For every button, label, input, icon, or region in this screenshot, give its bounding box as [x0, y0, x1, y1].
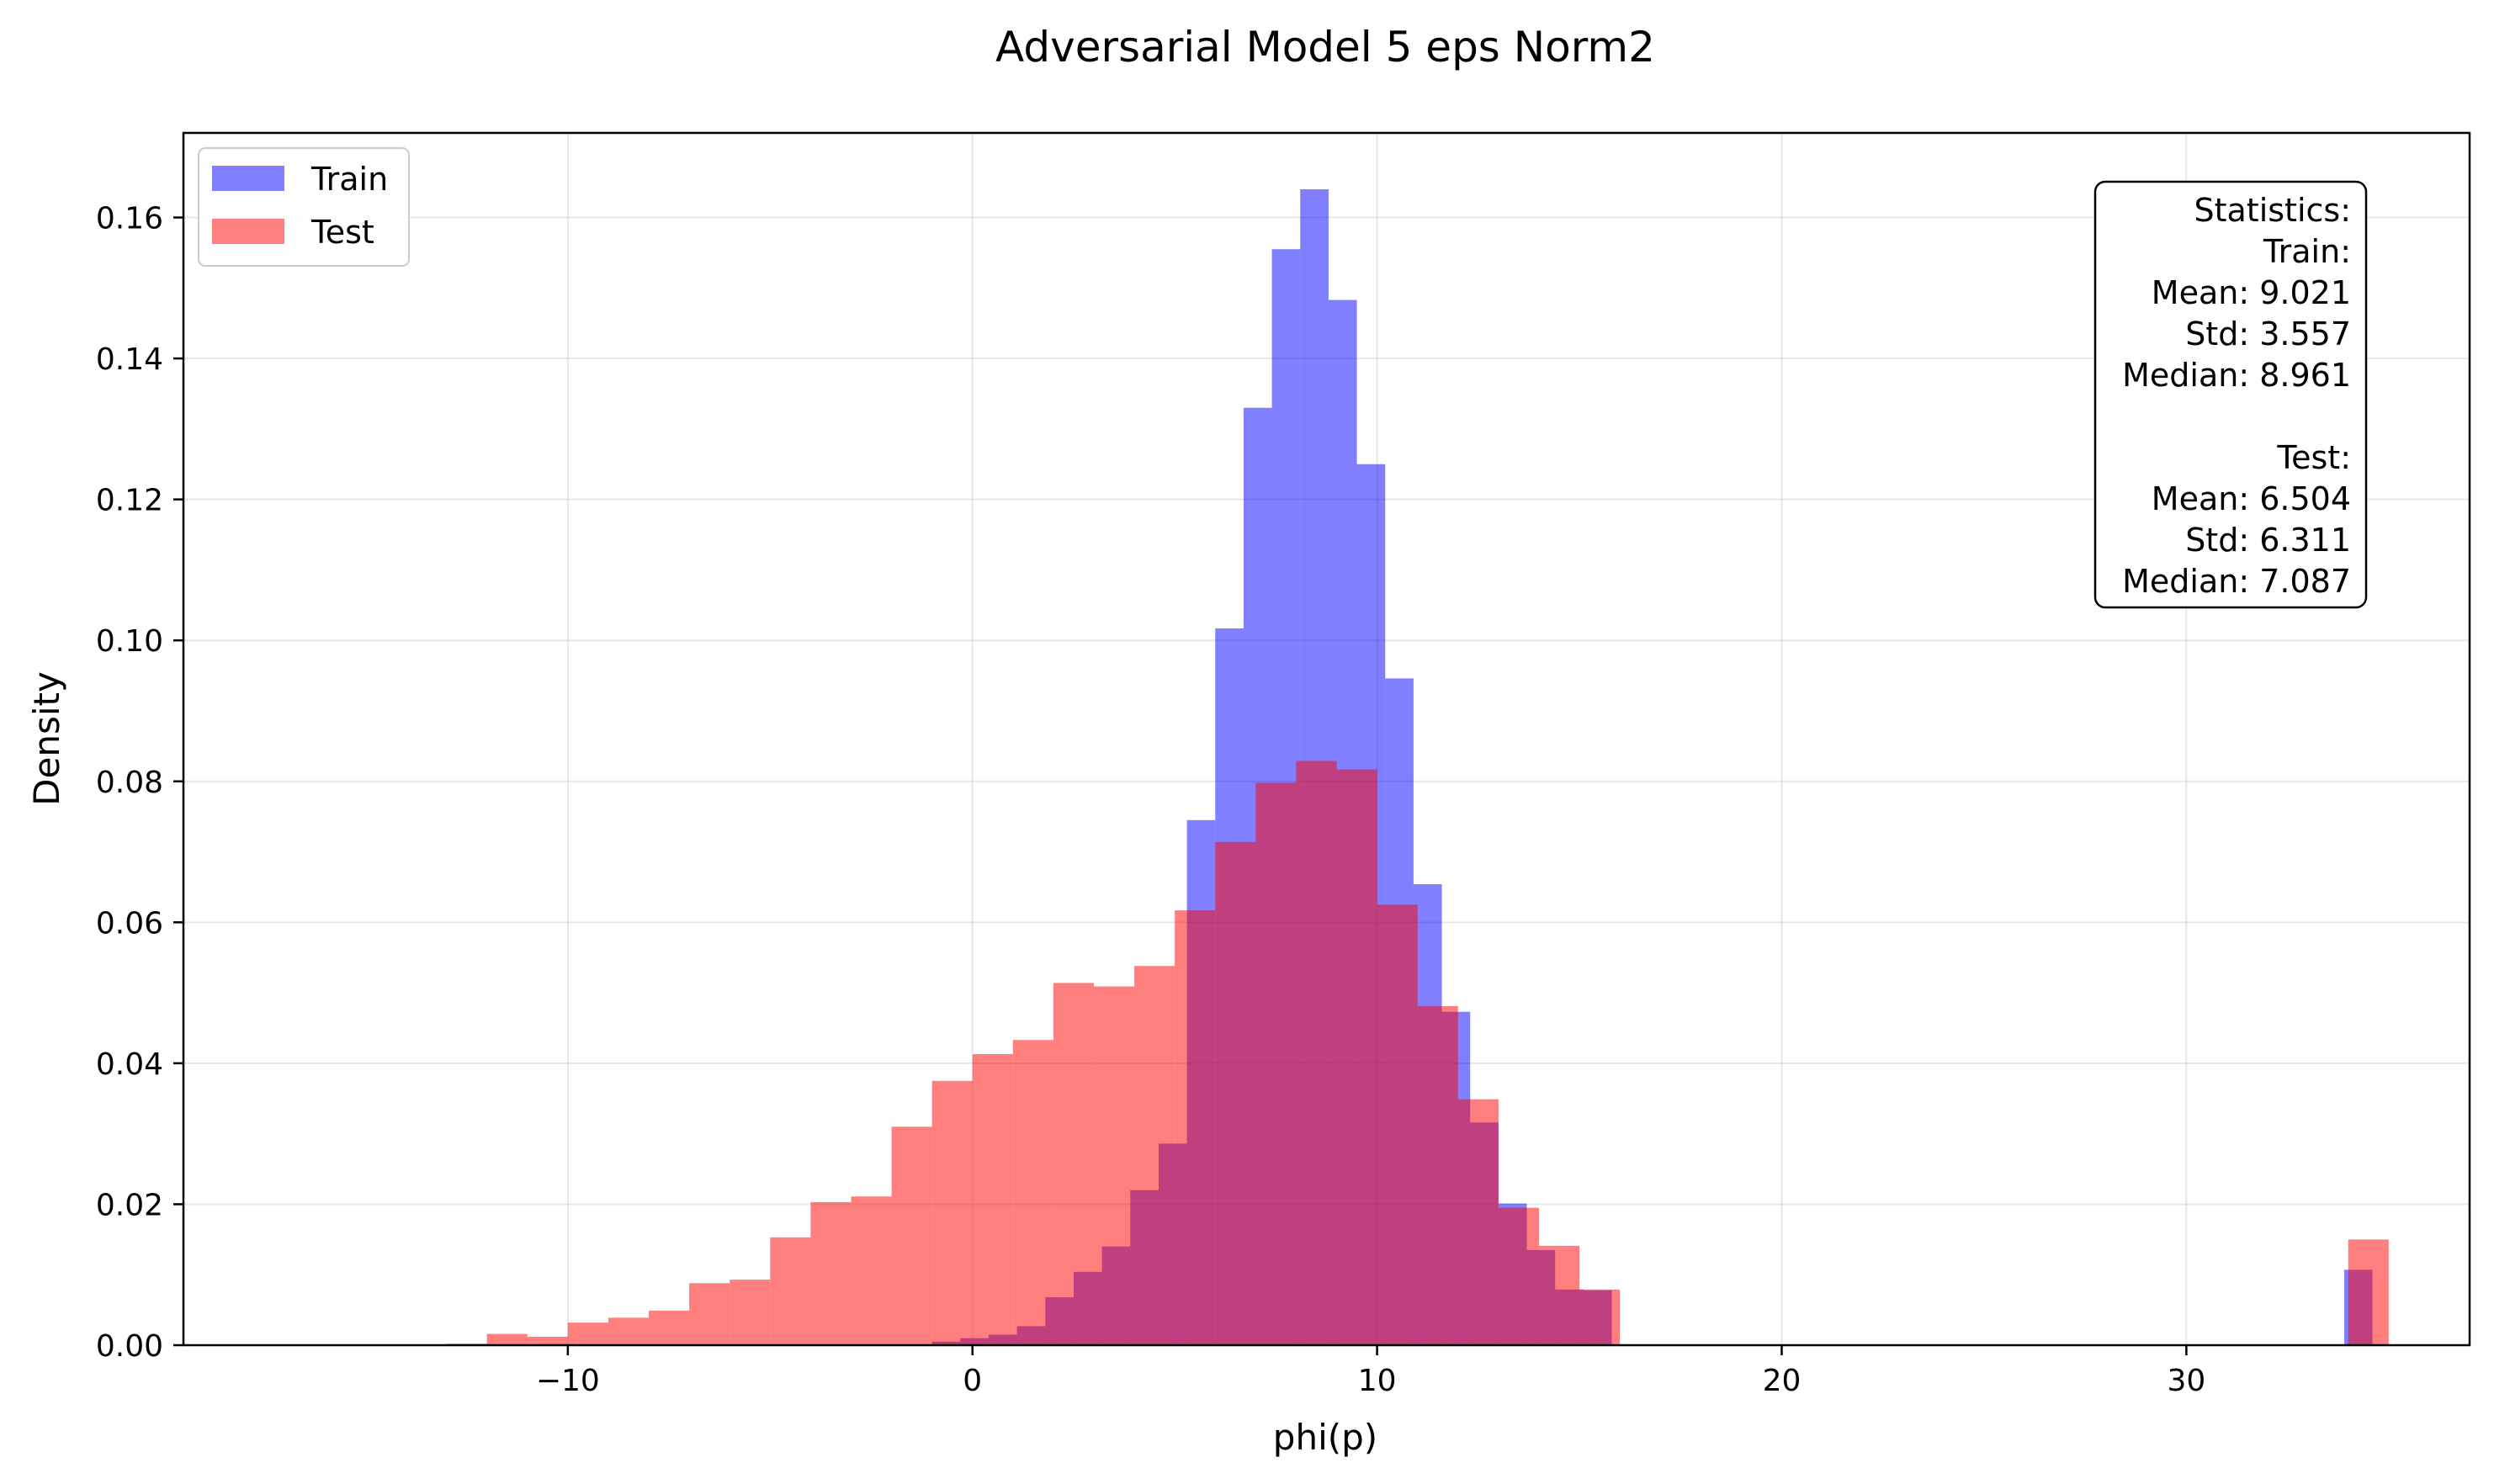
- statistics-line: Train:: [2263, 233, 2351, 270]
- test-bar: [527, 1336, 568, 1345]
- statistics-line: Std: 3.557: [2185, 315, 2351, 352]
- statistics-line: Std: 6.311: [2185, 522, 2351, 559]
- y-tick-label: 0.00: [96, 1329, 163, 1364]
- test-bars: [446, 761, 2389, 1345]
- test-bar: [2348, 1239, 2389, 1345]
- test-bar: [1215, 841, 1256, 1345]
- chart-title: Adversarial Model 5 eps Norm2: [995, 23, 1655, 72]
- x-axis-ticks: −10 0 10 20 30: [536, 1345, 2205, 1398]
- test-bar: [1093, 986, 1135, 1345]
- test-bar: [1134, 966, 1175, 1345]
- legend-label-train: Train: [310, 161, 388, 198]
- statistics-box-frame: [2093, 180, 2368, 609]
- test-bar: [689, 1283, 730, 1345]
- y-tick-label: 0.14: [96, 342, 163, 377]
- test-bar: [730, 1280, 771, 1345]
- statistics-line: Median: 8.961: [2122, 357, 2351, 394]
- test-bar: [1175, 910, 1216, 1345]
- test-bar: [770, 1237, 811, 1345]
- test-bar: [608, 1317, 650, 1345]
- test-bar: [486, 1333, 528, 1345]
- statistics-line: Statistics:: [2194, 192, 2351, 229]
- legend-swatch-train: [212, 166, 284, 191]
- test-bar: [1377, 904, 1418, 1345]
- y-tick-label: 0.02: [96, 1188, 163, 1222]
- statistics-box: Statistics: Train: Mean: 9.021 Std: 3.557 Me…: [2093, 180, 2368, 609]
- x-tick-label: 10: [1358, 1364, 1397, 1398]
- legend-swatch-test: [212, 219, 284, 244]
- test-bar: [972, 1053, 1013, 1345]
- statistics-line: Test:: [2276, 439, 2351, 476]
- test-bar: [931, 1080, 973, 1345]
- statistics-line: Mean: 6.504: [2152, 480, 2351, 517]
- test-bar: [1417, 1006, 1458, 1345]
- test-bar: [1457, 1099, 1499, 1345]
- test-bar: [649, 1310, 690, 1345]
- test-bar: [1498, 1207, 1539, 1345]
- test-bar: [1538, 1245, 1580, 1345]
- y-tick-label: 0.10: [96, 624, 163, 659]
- plot-frame: [182, 131, 2471, 1347]
- test-bar: [1296, 761, 1337, 1345]
- y-axis-ticks: 0.00 0.02 0.04 0.06 0.08 0.10 0.12 0.14 0.16: [96, 202, 183, 1364]
- test-bar: [810, 1201, 852, 1345]
- statistics-line: Median: 7.087: [2122, 563, 2351, 600]
- test-bar: [1336, 769, 1377, 1345]
- y-axis-label: Density: [26, 671, 67, 806]
- x-tick-label: 0: [963, 1364, 982, 1398]
- y-tick-label: 0.08: [96, 766, 163, 800]
- x-tick-label: 20: [1763, 1364, 1802, 1398]
- y-tick-label: 0.04: [96, 1047, 163, 1082]
- x-tick-label: 30: [2167, 1364, 2205, 1398]
- y-tick-label: 0.12: [96, 484, 163, 518]
- test-bar: [567, 1322, 608, 1345]
- x-axis-label: phi(p): [1273, 1417, 1377, 1458]
- statistics-line: Mean: 9.021: [2152, 274, 2351, 311]
- test-bar: [891, 1126, 932, 1345]
- test-bar: [1255, 782, 1297, 1345]
- y-tick-label: 0.06: [96, 906, 163, 941]
- test-bar: [1053, 983, 1094, 1345]
- y-tick-label: 0.16: [96, 202, 163, 236]
- legend-label-test: Test: [310, 214, 374, 251]
- test-bar: [851, 1196, 892, 1345]
- statistics-lines: Statistics: Train: Mean: 9.021 Std: 3.557 Me…: [2122, 192, 2351, 600]
- x-tick-label: −10: [536, 1364, 600, 1398]
- test-bar: [1579, 1289, 1621, 1345]
- legend: Train Test: [198, 147, 410, 267]
- test-bar: [1012, 1040, 1053, 1345]
